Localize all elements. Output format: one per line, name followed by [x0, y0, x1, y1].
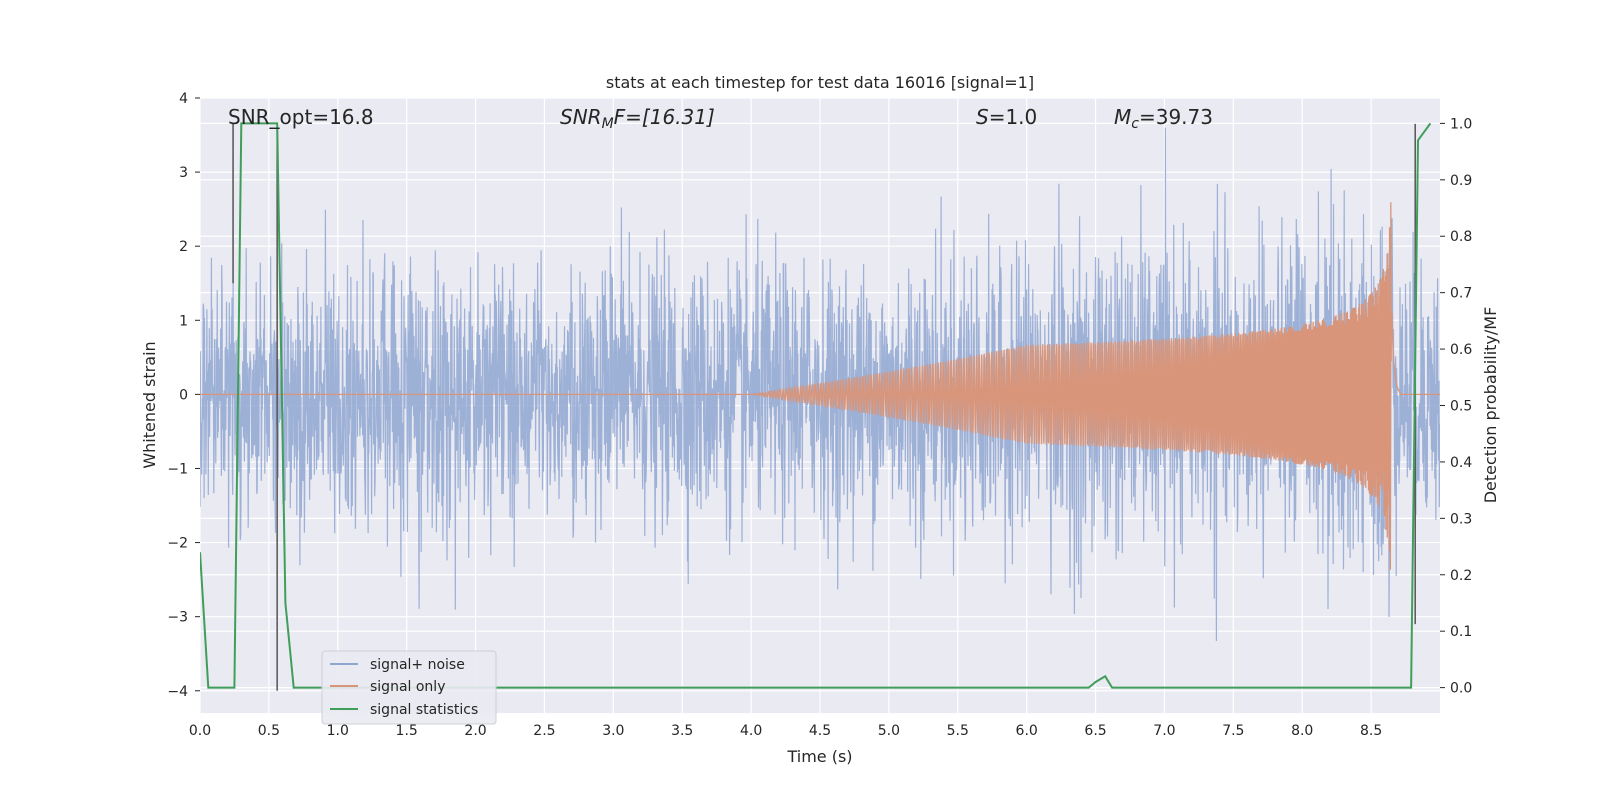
x-tick-label: 3.5 [671, 723, 693, 739]
x-tick-label: 6.5 [1084, 723, 1106, 739]
x-tick-label: 8.0 [1291, 723, 1313, 739]
legend-box [321, 650, 497, 725]
x-tick-label: 2.0 [464, 723, 486, 739]
y2-tick-label: 1.0 [1450, 116, 1472, 132]
annotation-snr-mf: SNRMF=[16.31] [560, 105, 715, 132]
annotation-snr-opt: SNR_opt=16.8 [228, 105, 374, 129]
x-axis-label: Time (s) [786, 747, 852, 766]
series-signal-only [200, 202, 1440, 570]
chart-title: stats at each timestep for test data 160… [606, 73, 1034, 92]
y2-tick-label: 0.7 [1450, 286, 1472, 302]
y-tick-label: −2 [167, 536, 188, 552]
y2-axis-label: Detection probability/MF [1481, 307, 1500, 504]
y2-tick-label: 0.1 [1450, 624, 1472, 640]
y-tick-label: 1 [179, 313, 188, 329]
annotation-s: S=1.0 [976, 105, 1037, 129]
legend: signal+ noise signal only signal statist… [321, 650, 497, 725]
x-tick-label: 3.0 [602, 723, 624, 739]
y2-tick-label: 0.0 [1450, 681, 1472, 697]
y2-tick-label: 0.2 [1450, 568, 1472, 584]
x-tick-label: 0.0 [189, 723, 211, 739]
y2-tick-label: 0.6 [1450, 342, 1472, 358]
y2-ticks: 1.0 0.9 0.8 0.7 0.6 0.5 0.4 0.3 0.2 0.1 0.0 [1440, 116, 1472, 697]
y2-tick-label: 0.9 [1450, 173, 1472, 189]
y2-tick-label: 0.5 [1450, 399, 1472, 415]
x-ticks: 0.0 0.5 1.0 1.5 2.0 2.5 3.0 3.5 4.0 4.5 5.0 5.5 6.0 6… [189, 723, 1382, 739]
series-signal-statistics [200, 122, 1432, 689]
x-tick-label: 1.0 [327, 723, 349, 739]
y-ticks: 4 3 2 1 0 −1 −2 −3 −4 [167, 91, 200, 700]
x-tick-label: 1.5 [396, 723, 418, 739]
x-tick-label: 5.0 [878, 723, 900, 739]
y-tick-label: −4 [167, 684, 188, 700]
x-tick-label: 6.0 [1016, 723, 1038, 739]
x-tick-label: 5.5 [947, 723, 969, 739]
y-tick-label: −3 [167, 610, 188, 626]
legend-label-stat: signal statistics [370, 702, 478, 718]
y-tick-label: 2 [179, 239, 188, 255]
y2-tick-label: 0.8 [1450, 229, 1472, 245]
y-axis-label: Whitened strain [140, 341, 159, 468]
y2-tick-label: 0.3 [1450, 511, 1472, 527]
x-tick-label: 7.0 [1153, 723, 1175, 739]
x-tick-label: 4.0 [740, 723, 762, 739]
y2-tick-label: 0.4 [1450, 455, 1472, 471]
y-tick-label: −1 [167, 461, 188, 477]
y-tick-label: 0 [179, 387, 188, 403]
legend-label-signal: signal only [370, 679, 445, 695]
x-tick-label: 0.5 [258, 723, 280, 739]
x-tick-label: 4.5 [809, 723, 831, 739]
annotation-mc: Mc=39.73 [1114, 105, 1213, 132]
x-tick-label: 2.5 [533, 723, 555, 739]
y-tick-label: 4 [179, 91, 188, 107]
legend-label-noise: signal+ noise [370, 657, 465, 673]
x-tick-label: 7.5 [1222, 723, 1244, 739]
y-tick-label: 3 [179, 165, 188, 181]
x-tick-label: 8.5 [1360, 723, 1382, 739]
